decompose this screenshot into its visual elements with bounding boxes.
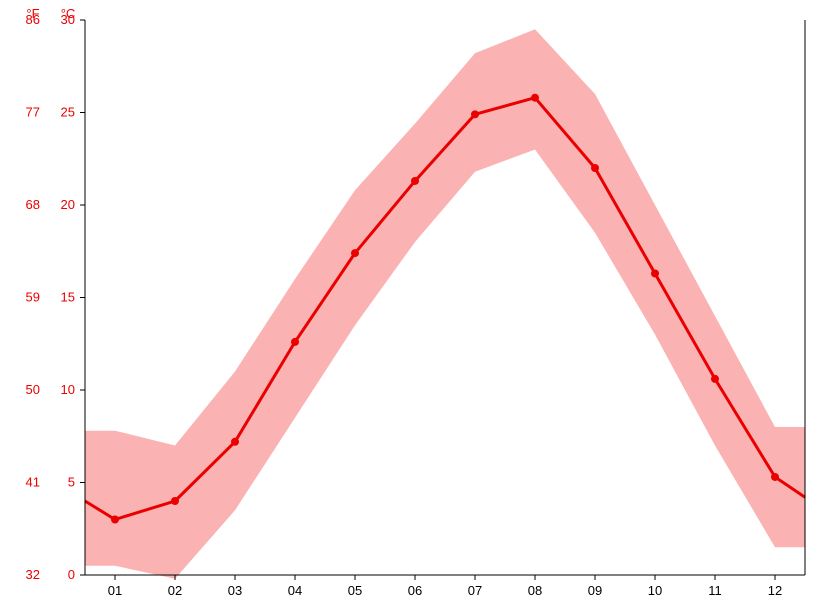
- y-tick-label-celsius: 20: [61, 197, 75, 212]
- y-tick-label-celsius: 25: [61, 105, 75, 120]
- y-tick-label-celsius: 15: [61, 290, 75, 305]
- data-point: [111, 516, 119, 524]
- x-tick-label: 10: [648, 583, 662, 598]
- chart-svg: 05101520253032415059687786°F°C0102030405…: [0, 0, 815, 611]
- x-tick-label: 07: [468, 583, 482, 598]
- y-tick-label-fahrenheit: 50: [26, 382, 40, 397]
- y-tick-label-fahrenheit: 41: [26, 475, 40, 490]
- y-axis-title-fahrenheit: °F: [26, 6, 39, 21]
- data-point: [591, 164, 599, 172]
- data-point: [231, 438, 239, 446]
- temperature-chart: 05101520253032415059687786°F°C0102030405…: [0, 0, 815, 611]
- y-tick-label-fahrenheit: 68: [26, 197, 40, 212]
- x-tick-label: 04: [288, 583, 302, 598]
- x-tick-label: 09: [588, 583, 602, 598]
- data-point: [291, 338, 299, 346]
- y-tick-label-fahrenheit: 59: [26, 290, 40, 305]
- y-tick-label-celsius: 0: [68, 567, 75, 582]
- data-point: [711, 375, 719, 383]
- data-point: [531, 94, 539, 102]
- data-point: [651, 269, 659, 277]
- x-tick-label: 06: [408, 583, 422, 598]
- data-point: [771, 473, 779, 481]
- y-tick-label-celsius: 5: [68, 475, 75, 490]
- y-tick-label-fahrenheit: 32: [26, 567, 40, 582]
- data-point: [411, 177, 419, 185]
- data-point: [351, 249, 359, 257]
- y-tick-label-fahrenheit: 77: [26, 105, 40, 120]
- x-tick-label: 02: [168, 583, 182, 598]
- x-tick-label: 12: [768, 583, 782, 598]
- y-tick-label-celsius: 10: [61, 382, 75, 397]
- temperature-range-band: [85, 29, 805, 578]
- x-tick-label: 03: [228, 583, 242, 598]
- x-tick-label: 01: [108, 583, 122, 598]
- x-tick-label: 08: [528, 583, 542, 598]
- data-point: [471, 110, 479, 118]
- data-point: [171, 497, 179, 505]
- y-axis-title-celsius: °C: [61, 6, 76, 21]
- x-tick-label: 05: [348, 583, 362, 598]
- x-tick-label: 11: [708, 583, 722, 598]
